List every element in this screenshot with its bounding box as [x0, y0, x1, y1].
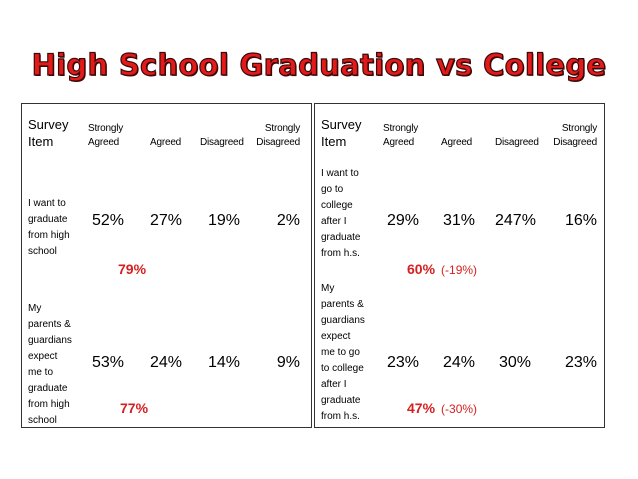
value-agreed: 24% [150, 354, 183, 371]
row-label-line: expect [28, 351, 58, 362]
row-label-line: school [28, 415, 57, 426]
row-label: I want to go to college after I graduate… [321, 166, 360, 262]
value-strongly-agreed: 52% [92, 212, 125, 229]
header-agreed: Agreed [441, 137, 473, 148]
header-strongly-agreed: Strongly Agreed [88, 122, 123, 150]
header-survey-item-line1: Survey [28, 117, 69, 132]
agree-total: 47% (-30%) [407, 400, 477, 416]
row-label-line: from h.s. [321, 411, 360, 422]
value-strongly-disagreed: 9% [276, 354, 300, 371]
row-label-line: from high [28, 399, 70, 410]
row-label-line: My [28, 303, 42, 314]
row-label-line: guardians [28, 335, 72, 346]
header-strongly-disagreed-line1: Strongly [264, 123, 300, 134]
slide-title: High School Graduation vs College [31, 47, 607, 82]
header-strongly-disagreed: Strongly Disagreed [545, 122, 597, 150]
header-disagreed: Disagreed [495, 137, 539, 148]
value-disagreed: 30% [499, 354, 532, 371]
row-label: I want to graduate from high school [28, 196, 70, 260]
header-strongly-agreed-line1: Strongly [88, 123, 124, 134]
value-agreed: 24% [443, 354, 476, 371]
row-label-line: from high [28, 230, 70, 241]
row-label: My parents & guardians expect me to go t… [321, 281, 365, 425]
row-label-line: me to [28, 367, 54, 378]
header-strongly-agreed-line2: Agreed [383, 137, 415, 148]
row-label-line: go to [321, 184, 344, 195]
agree-total-change: (-19%) [441, 263, 478, 277]
row-label: My parents & guardians expect me to grad… [28, 301, 72, 429]
header-strongly-agreed: Strongly Agreed [383, 122, 418, 150]
row-label-line: college [321, 200, 353, 211]
row-label-line: I want to [28, 198, 66, 209]
agree-total-value: 60% [407, 261, 436, 277]
row-label-line: from h.s. [321, 248, 360, 259]
header-strongly-disagreed-line1: Strongly [561, 123, 597, 134]
header-strongly-disagreed-line2: Disagreed [553, 137, 597, 148]
row-label-line: graduate [28, 383, 68, 394]
row-label-line: after I [321, 216, 347, 227]
value-disagreed: 14% [208, 354, 241, 371]
row-label-line: after I [321, 379, 347, 390]
header-strongly-agreed-line1: Strongly [383, 123, 419, 134]
agree-total-change: (-30%) [441, 402, 478, 416]
header-survey-item-line2: Item [28, 134, 54, 149]
agree-total: 77% [120, 400, 149, 416]
row-label-line: graduate [321, 232, 361, 243]
header-strongly-disagreed-line2: Disagreed [256, 137, 300, 148]
row-label-line: me to go [321, 347, 360, 358]
header-survey-item-line1: Survey [321, 117, 362, 132]
value-agreed: 27% [150, 212, 183, 229]
header-agreed: Agreed [150, 137, 182, 148]
agree-total: 79% [118, 261, 147, 277]
row-label-line: guardians [321, 315, 365, 326]
row-label-line: graduate [28, 214, 68, 225]
row-label-line: school [28, 246, 57, 257]
row-label-line: My [321, 283, 335, 294]
right-survey-table: Survey Item Strongly Agreed Agreed Disag… [314, 103, 605, 428]
left-survey-table: Survey Item Strongly Agreed Agreed Disag… [21, 103, 312, 428]
row-label-line: expect [321, 331, 351, 342]
value-strongly-disagreed: 2% [276, 212, 300, 229]
value-strongly-agreed: 29% [387, 212, 420, 229]
value-strongly-agreed: 23% [387, 354, 420, 371]
row-label-line: parents & [321, 299, 364, 310]
value-strongly-disagreed: 16% [564, 212, 597, 229]
header-survey-item: Survey Item [321, 116, 361, 150]
row-label-line: to college [321, 363, 364, 374]
header-strongly-agreed-line2: Agreed [88, 137, 120, 148]
value-strongly-disagreed: 23% [564, 354, 597, 371]
header-strongly-disagreed: Strongly Disagreed [248, 122, 300, 150]
value-disagreed: 19% [208, 212, 241, 229]
header-disagreed: Disagreed [200, 137, 244, 148]
value-agreed: 31% [443, 212, 476, 229]
agree-total-value: 47% [407, 400, 436, 416]
header-survey-item-line2: Item [321, 134, 347, 149]
value-strongly-agreed: 53% [92, 354, 125, 371]
row-label-line: graduate [321, 395, 361, 406]
row-label-line: I want to [321, 168, 359, 179]
agree-total: 60% (-19%) [407, 261, 477, 277]
header-survey-item: Survey Item [28, 116, 68, 150]
row-label-line: parents & [28, 319, 71, 330]
value-disagreed: 247% [495, 212, 536, 229]
